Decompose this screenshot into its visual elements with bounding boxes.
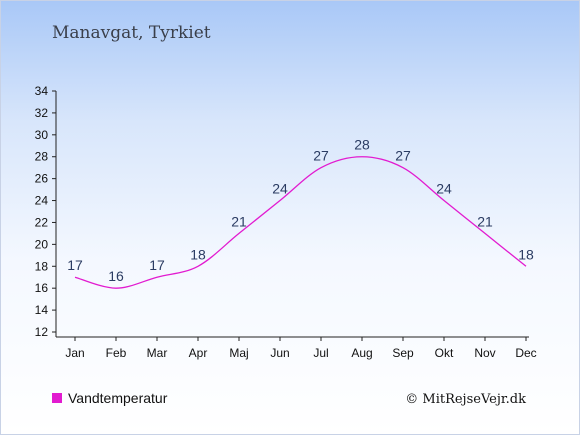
data-label: 27 [395,148,411,164]
data-label: 28 [354,137,370,153]
chart-title: Manavgat, Tyrkiet [52,23,211,43]
x-tick-label: Apr [189,346,208,360]
x-tick-label: Okt [435,346,454,360]
y-tick-label: 14 [35,303,49,317]
series-line-vandtemperatur [74,156,527,289]
y-tick-label: 20 [35,237,49,251]
data-label: 24 [272,181,288,197]
y-tick-label: 28 [35,150,49,164]
axes [55,91,529,338]
data-label: 16 [108,268,124,284]
x-tick-label: Maj [229,346,248,360]
y-tick-label: 22 [35,215,49,229]
legend-label: Vandtemperatur [68,390,168,406]
x-tick-label: Dec [515,346,536,360]
x-axis-ticks: Jan Feb Mar Apr Maj Jun Jul Aug Sep Okt Nov Dec [65,337,537,360]
y-tick-label: 12 [35,325,49,339]
data-label: 17 [149,257,165,273]
data-label: 21 [231,213,247,229]
x-tick-label: Jun [270,346,289,360]
data-label: 24 [436,181,452,197]
data-label: 17 [67,257,83,273]
x-tick-label: Mar [147,346,168,360]
y-tick-label: 30 [35,128,49,142]
x-tick-label: Jan [65,346,84,360]
data-label: 18 [190,246,206,262]
x-tick-label: Feb [106,346,127,360]
y-axis-ticks: 12 14 16 18 20 22 24 26 28 30 32 34 [35,84,56,339]
data-label: 27 [313,148,329,164]
x-tick-label: Sep [392,346,414,360]
x-tick-label: Aug [351,346,372,360]
y-tick-label: 26 [35,172,49,186]
legend-swatch [52,393,62,403]
y-tick-label: 34 [35,84,49,98]
data-label: 18 [518,246,534,262]
y-tick-label: 24 [35,194,49,208]
x-tick-label: Nov [474,346,495,360]
x-tick-label: Jul [313,346,328,360]
y-tick-label: 32 [35,106,49,120]
y-tick-label: 18 [35,259,49,273]
credit-text: © MitRejseVejr.dk [405,392,526,407]
data-label: 21 [477,213,493,229]
data-labels: 17 16 17 18 21 24 27 28 27 24 21 18 [67,137,534,284]
y-tick-label: 16 [35,281,49,295]
